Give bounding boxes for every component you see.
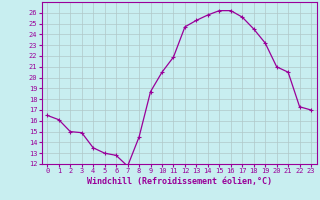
X-axis label: Windchill (Refroidissement éolien,°C): Windchill (Refroidissement éolien,°C) <box>87 177 272 186</box>
